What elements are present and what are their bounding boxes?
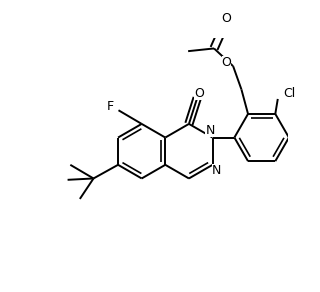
Text: Cl: Cl <box>284 87 296 100</box>
Text: O: O <box>194 86 204 100</box>
Text: O: O <box>222 13 232 25</box>
Text: N: N <box>205 124 215 138</box>
Text: F: F <box>107 100 114 113</box>
Text: O: O <box>221 56 231 69</box>
Text: N: N <box>212 164 221 177</box>
